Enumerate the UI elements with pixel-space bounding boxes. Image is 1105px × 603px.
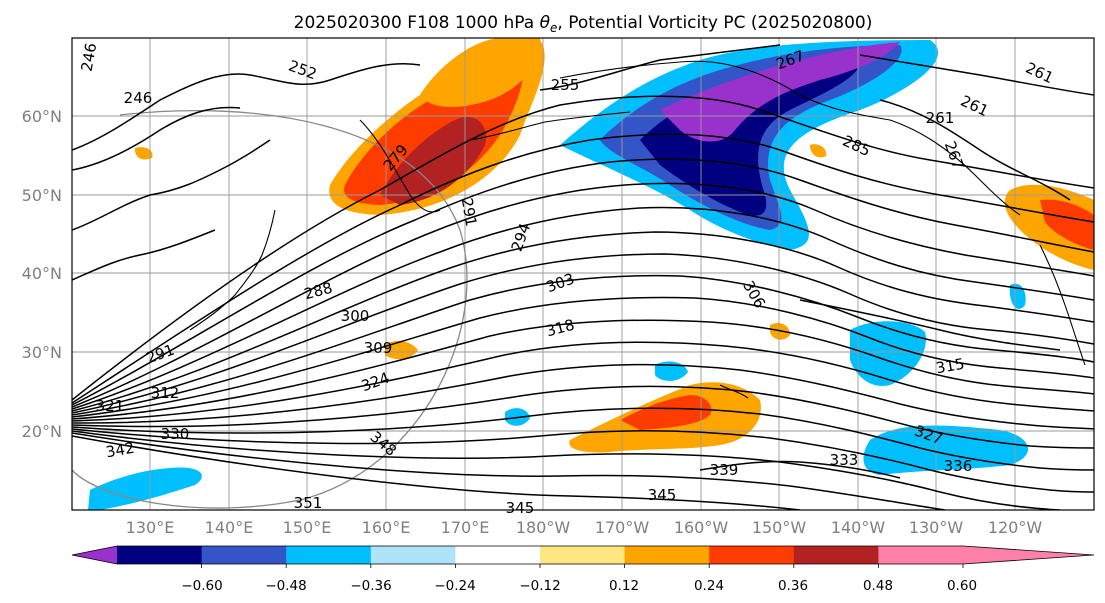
colorbar-tick-label: −0.24 xyxy=(434,578,475,594)
range-circle xyxy=(72,109,468,509)
lon-label-170w: 170°W xyxy=(595,518,650,537)
contour-label: 333 xyxy=(830,451,859,469)
pv-positive-anomaly-kamchatka-peak xyxy=(380,116,486,205)
pv-negative-anomaly-gulf-core xyxy=(640,62,860,216)
lon-label-130w: 130°W xyxy=(909,518,964,537)
chart-title: 2025020300 F108 1000 hPa θe, Potential V… xyxy=(294,13,873,35)
contour-label: 255 xyxy=(551,76,580,94)
lat-label-20n: 20°N xyxy=(22,422,62,441)
coastline-hawaii xyxy=(719,384,749,399)
colorbar-tick-label: −0.60 xyxy=(181,578,222,594)
pv-negative-anomaly-subtropical-east xyxy=(863,425,1029,475)
pv-patch-3 xyxy=(655,361,688,381)
coastlines xyxy=(189,60,1086,399)
contour-label: 321 xyxy=(96,397,125,415)
contour-label: 339 xyxy=(710,461,739,479)
latitude-labels: 60°N 50°N 40°N 30°N 20°N xyxy=(22,107,62,441)
colorbar-tick-label: 0.36 xyxy=(778,578,808,594)
pv-patch-5 xyxy=(810,144,827,158)
lat-label-40n: 40°N xyxy=(22,264,62,283)
pv-negative-anomaly-gulf-peak xyxy=(660,42,900,142)
pv-positive-anomaly-pacific-nw-core xyxy=(1040,199,1094,250)
colorbar-tick-label: 0.12 xyxy=(609,578,639,594)
contour-label: 300 xyxy=(341,307,370,325)
colorbar-extend-high xyxy=(963,546,1094,564)
colorbar-cell xyxy=(117,546,203,564)
pv-shading xyxy=(88,38,1094,510)
lat-label-30n: 30°N xyxy=(22,343,62,362)
colorbar-tick-label: −0.36 xyxy=(350,578,391,594)
contour-label: 315 xyxy=(935,355,966,378)
coastline-kamchatka xyxy=(359,119,441,213)
coastline-west-coast xyxy=(1039,244,1086,366)
colorbar-cell xyxy=(455,546,541,564)
contour-label: 342 xyxy=(105,439,136,462)
colorbar-cell xyxy=(878,546,964,564)
lon-label-130e: 130°E xyxy=(126,518,175,537)
lon-label-160w: 160°W xyxy=(674,518,729,537)
contour-label: 345 xyxy=(506,499,535,517)
theta-e-contours xyxy=(72,44,1094,510)
contour-label: 261 xyxy=(926,109,955,127)
colorbar-cells xyxy=(71,545,1095,565)
pv-positive-anomaly-north xyxy=(420,38,541,107)
colorbar-tick-label: 0.60 xyxy=(947,578,977,594)
colorbar-cell xyxy=(370,546,456,564)
colorbar-extend-low xyxy=(72,546,117,564)
lat-label-50n: 50°N xyxy=(22,186,62,205)
lon-label-150w: 150°W xyxy=(752,518,807,537)
colorbar-tick-label: −0.48 xyxy=(265,578,306,594)
longitude-labels: 130°E 140°E 150°E 160°E 170°E 180°W 170°… xyxy=(126,518,1043,537)
pv-patch-6 xyxy=(1009,283,1026,309)
contour-label: 246 xyxy=(78,42,101,73)
colorbar-ticks xyxy=(201,564,964,568)
colorbar-cell xyxy=(201,546,287,564)
colorbar-tick-label: 0.24 xyxy=(694,578,724,594)
lon-label-150e: 150°E xyxy=(283,518,332,537)
lon-label-180w: 180°W xyxy=(516,518,571,537)
colorbar-cell xyxy=(286,546,372,564)
coastline-japan xyxy=(189,209,276,331)
contour-label: 312 xyxy=(151,384,180,402)
map-frame xyxy=(71,37,1095,511)
colorbar-tick-label: 0.48 xyxy=(863,578,893,594)
lon-label-140w: 140°W xyxy=(831,518,886,537)
colorbar-tick-label: −0.12 xyxy=(519,578,560,594)
contour-label: 351 xyxy=(294,494,323,512)
pv-patch-7 xyxy=(134,147,153,160)
lon-label-120w: 120°W xyxy=(988,518,1043,537)
pv-positive-anomaly-subtropical-core xyxy=(620,395,712,430)
colorbar-cell xyxy=(624,546,710,564)
contour-label: 246 xyxy=(124,89,153,107)
pv-patch-1 xyxy=(385,340,418,360)
coastline-aleutians xyxy=(469,111,631,141)
colorbar: −0.60 −0.48 −0.36 −0.24 −0.12 0.12 0.24 … xyxy=(71,545,1095,594)
contour-label: 345 xyxy=(648,486,677,504)
contour-label: 330 xyxy=(161,425,190,443)
lon-label-160e: 160°E xyxy=(362,518,411,537)
coastline-alaska xyxy=(559,60,1021,216)
colorbar-cell xyxy=(540,546,626,564)
colorbar-cell xyxy=(709,546,795,564)
contour-label: 309 xyxy=(364,339,393,357)
lon-label-170e: 170°E xyxy=(441,518,490,537)
colorbar-outline xyxy=(71,545,1095,565)
contour-label: 336 xyxy=(944,457,973,475)
lon-label-140e: 140°E xyxy=(205,518,254,537)
pv-negative-anomaly-southwest xyxy=(88,467,202,510)
lat-label-60n: 60°N xyxy=(22,107,62,126)
contour-label: 291 xyxy=(458,197,481,228)
colorbar-cell xyxy=(793,546,879,564)
